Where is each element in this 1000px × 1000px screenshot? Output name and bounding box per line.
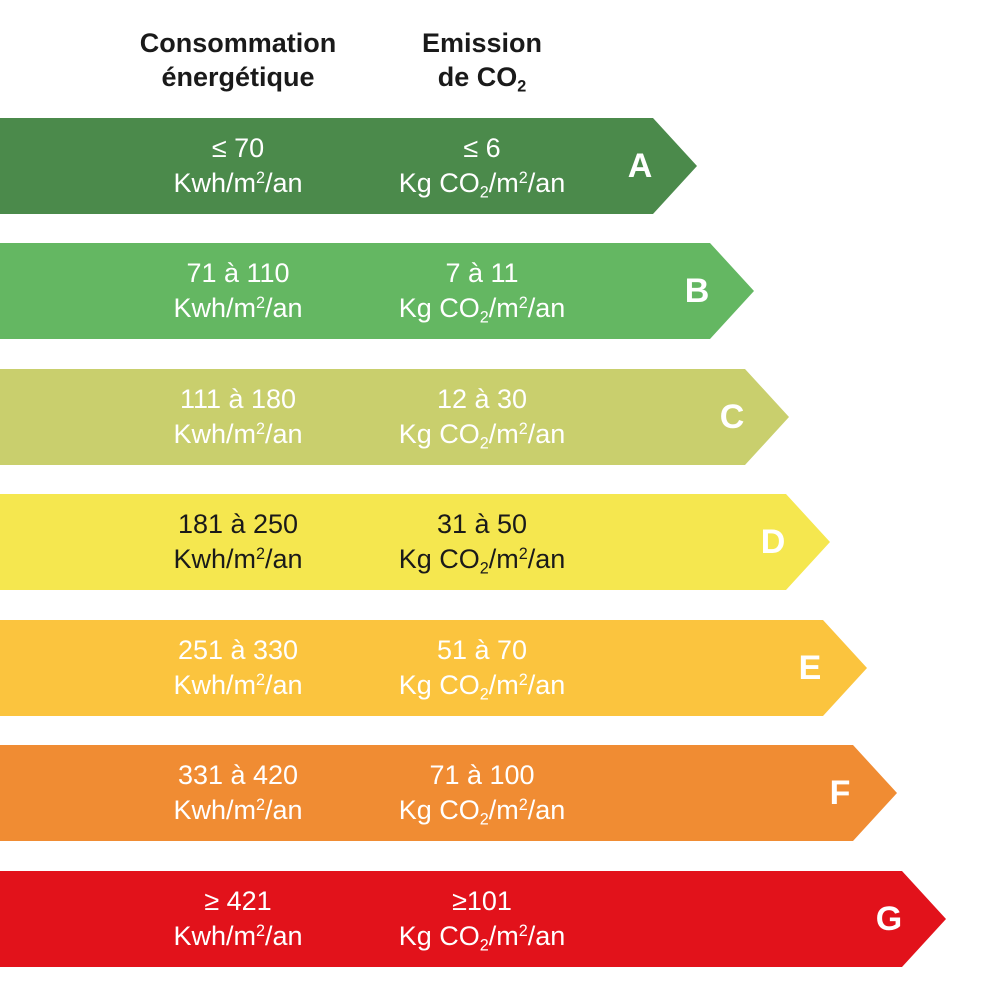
class-e-co2-range: 51 à 70 (436, 635, 528, 665)
class-d-arrow-shape (0, 494, 830, 590)
class-a-arrow-shape (0, 118, 697, 214)
class-c-energy-unit: Kwh/m2/an (173, 419, 303, 449)
class-f-energy: 331 à 420 Kwh/m2/an (108, 745, 368, 841)
co2-emission-header: Emission de CO2 (352, 26, 612, 96)
class-g-energy: ≥ 421 Kwh/m2/an (108, 871, 368, 967)
energy-class-g: ≥ 421 Kwh/m2/an ≥101 Kg CO2/m2/an G (0, 871, 946, 967)
class-e-co2: 51 à 70 Kg CO2/m2/an (352, 620, 612, 716)
energy-class-d: 181 à 250 Kwh/m2/an 31 à 50 Kg CO2/m2/an D (0, 494, 830, 590)
class-d-co2: 31 à 50 Kg CO2/m2/an (352, 494, 612, 590)
class-e-energy-unit: Kwh/m2/an (173, 670, 303, 700)
class-a-energy-unit: Kwh/m2/an (173, 168, 303, 198)
class-b-co2-range: 7 à 11 (445, 258, 519, 288)
energy-header-line2: énergétique (161, 62, 315, 92)
class-g-arrow-shape (0, 871, 946, 967)
unit-subscript: 2 (479, 559, 489, 578)
class-a-arrow (0, 118, 697, 214)
class-f-energy-unit: Kwh/m2/an (173, 795, 303, 825)
class-f-arrow (0, 745, 897, 841)
class-e-energy-range: 251 à 330 (177, 635, 299, 665)
energy-class-a: ≤ 70 Kwh/m2/an ≤ 6 Kg CO2/m2/an A (0, 118, 697, 214)
class-d-energy-unit: Kwh/m2/an (173, 544, 303, 574)
class-c-energy-range: 111 à 180 (179, 384, 297, 414)
class-a-co2: ≤ 6 Kg CO2/m2/an (352, 118, 612, 214)
class-f-co2-unit: Kg CO2/m2/an (398, 795, 566, 829)
class-g-letter: G (875, 899, 903, 938)
class-d-letter: D (760, 522, 786, 561)
class-g-co2-range: ≥101 (452, 886, 512, 916)
class-g-co2-unit: Kg CO2/m2/an (398, 921, 566, 955)
class-c-co2-unit: Kg CO2/m2/an (398, 419, 566, 453)
unit-subscript: 2 (479, 434, 489, 453)
energy-header-line1: Consommation (139, 28, 337, 58)
class-a-energy: ≤ 70 Kwh/m2/an (108, 118, 368, 214)
unit-exponent: 2 (255, 294, 265, 313)
class-c-arrow (0, 369, 789, 465)
class-d-arrow (0, 494, 830, 590)
class-e-co2-unit: Kg CO2/m2/an (398, 670, 566, 704)
class-g-co2: ≥101 Kg CO2/m2/an (352, 871, 612, 967)
unit-exponent: 2 (255, 671, 265, 690)
class-b-energy-range: 71 à 110 (186, 258, 290, 288)
unit-subscript: 2 (479, 685, 489, 704)
class-b-energy-unit: Kwh/m2/an (173, 293, 303, 323)
class-c-letter: C (719, 397, 745, 436)
energy-consumption-header: Consommation énergétique (108, 26, 368, 94)
class-e-letter: E (798, 648, 822, 687)
class-a-letter: A (627, 146, 653, 185)
class-c-co2: 12 à 30 Kg CO2/m2/an (352, 369, 612, 465)
co2-header-line1: Emission (421, 28, 543, 58)
unit-exponent: 2 (255, 169, 265, 188)
unit-exponent: 2 (518, 671, 528, 690)
class-d-energy-range: 181 à 250 (177, 509, 299, 539)
energy-class-e: 251 à 330 Kwh/m2/an 51 à 70 Kg CO2/m2/an E (0, 620, 867, 716)
class-f-co2: 71 à 100 Kg CO2/m2/an (352, 745, 612, 841)
energy-class-b: 71 à 110 Kwh/m2/an 7 à 11 Kg CO2/m2/an B (0, 243, 754, 339)
class-g-energy-unit: Kwh/m2/an (173, 921, 303, 951)
class-f-co2-range: 71 à 100 (429, 760, 535, 790)
unit-subscript: 2 (479, 308, 489, 327)
class-d-co2-range: 31 à 50 (436, 509, 528, 539)
energy-class-f: 331 à 420 Kwh/m2/an 71 à 100 Kg CO2/m2/an F (0, 745, 897, 841)
class-c-arrow-shape (0, 369, 789, 465)
unit-exponent: 2 (518, 922, 528, 941)
unit-exponent: 2 (518, 796, 528, 815)
class-a-co2-range: ≤ 6 (463, 133, 501, 163)
co2-header-line2: de CO2 (437, 62, 527, 96)
class-b-co2-unit: Kg CO2/m2/an (398, 293, 566, 327)
class-b-energy: 71 à 110 Kwh/m2/an (108, 243, 368, 339)
class-b-arrow (0, 243, 754, 339)
unit-exponent: 2 (255, 922, 265, 941)
class-b-arrow-shape (0, 243, 754, 339)
class-a-co2-unit: Kg CO2/m2/an (398, 168, 566, 202)
class-f-arrow-shape (0, 745, 897, 841)
class-b-letter: B (684, 271, 710, 310)
unit-subscript: 2 (479, 810, 489, 829)
class-d-co2-unit: Kg CO2/m2/an (398, 544, 566, 578)
unit-exponent: 2 (255, 796, 265, 815)
class-d-energy: 181 à 250 Kwh/m2/an (108, 494, 368, 590)
class-a-energy-range: ≤ 70 (211, 133, 265, 163)
unit-exponent: 2 (518, 545, 528, 564)
class-e-arrow-shape (0, 620, 867, 716)
class-c-co2-range: 12 à 30 (436, 384, 528, 414)
class-b-co2: 7 à 11 Kg CO2/m2/an (352, 243, 612, 339)
unit-exponent: 2 (255, 545, 265, 564)
class-c-energy: 111 à 180 Kwh/m2/an (108, 369, 368, 465)
class-f-letter: F (829, 773, 851, 812)
class-e-arrow (0, 620, 867, 716)
energy-class-c: 111 à 180 Kwh/m2/an 12 à 30 Kg CO2/m2/an C (0, 369, 789, 465)
unit-exponent: 2 (518, 169, 528, 188)
class-f-energy-range: 331 à 420 (177, 760, 299, 790)
class-g-arrow (0, 871, 946, 967)
unit-exponent: 2 (518, 420, 528, 439)
unit-subscript: 2 (479, 936, 489, 955)
class-e-energy: 251 à 330 Kwh/m2/an (108, 620, 368, 716)
unit-exponent: 2 (518, 294, 528, 313)
class-g-energy-range: ≥ 421 (204, 886, 272, 916)
unit-subscript: 2 (479, 183, 489, 202)
unit-exponent: 2 (255, 420, 265, 439)
